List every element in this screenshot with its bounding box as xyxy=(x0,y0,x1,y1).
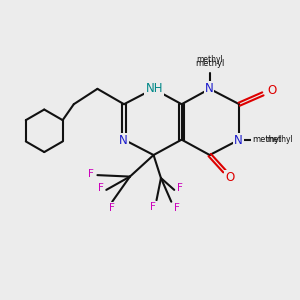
Text: O: O xyxy=(267,84,276,97)
Text: N: N xyxy=(205,82,214,95)
Text: F: F xyxy=(177,183,183,194)
Text: methyl: methyl xyxy=(195,59,224,68)
Text: F: F xyxy=(109,203,115,213)
Text: F: F xyxy=(98,183,104,194)
Text: F: F xyxy=(150,202,156,212)
Text: N: N xyxy=(234,134,243,147)
Text: methyl: methyl xyxy=(252,135,281,144)
Text: F: F xyxy=(174,203,179,213)
Text: methyl: methyl xyxy=(266,135,292,144)
Text: N: N xyxy=(119,134,128,147)
Text: F: F xyxy=(88,169,94,178)
Text: O: O xyxy=(225,171,234,184)
Text: methyl: methyl xyxy=(196,55,223,64)
Text: NH: NH xyxy=(146,82,163,95)
